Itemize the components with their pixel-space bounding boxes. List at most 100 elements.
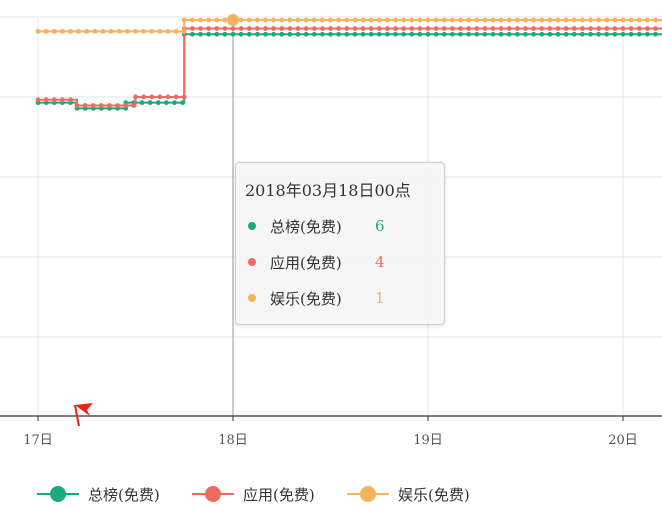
- data-point: [59, 29, 65, 34]
- flag-icon[interactable]: [73, 403, 93, 427]
- data-point: [466, 26, 472, 31]
- data-point: [604, 31, 610, 37]
- data-point: [92, 29, 98, 34]
- data-point: [319, 26, 325, 31]
- flag-cloth: [74, 403, 93, 416]
- data-point: [490, 17, 496, 23]
- legend-item[interactable]: 总榜(免费): [35, 481, 160, 507]
- data-point: [311, 26, 317, 31]
- data-point: [173, 29, 179, 34]
- data-point: [628, 26, 634, 31]
- data-point: [116, 29, 122, 34]
- data-point: [588, 26, 593, 31]
- data-point: [433, 17, 439, 23]
- data-point: [198, 26, 203, 31]
- data-point: [279, 17, 285, 23]
- data-point: [230, 26, 236, 31]
- data-point: [636, 26, 642, 31]
- data-point: [263, 26, 268, 31]
- data-point: [238, 26, 244, 31]
- data-point: [482, 31, 488, 37]
- data-point: [141, 29, 147, 34]
- data-point: [368, 17, 374, 23]
- data-point: [417, 26, 423, 31]
- data-point: [123, 103, 129, 108]
- data-point: [571, 26, 577, 31]
- data-point: [360, 26, 366, 31]
- data-point: [474, 26, 480, 31]
- data-point: [43, 97, 49, 103]
- data-point: [490, 26, 496, 31]
- data-point: [636, 17, 642, 23]
- tooltip: 2018年03月18日00点 总榜(免费) 6 应用(免费) 4 娱乐(免费) 1: [235, 162, 445, 325]
- data-point: [43, 29, 49, 34]
- series-dot-icon: [248, 294, 256, 302]
- data-point: [287, 31, 293, 37]
- series-应用(免费): [35, 26, 662, 108]
- data-point: [384, 17, 390, 23]
- data-point: [336, 31, 342, 37]
- data-point: [238, 31, 244, 37]
- data-point: [368, 26, 374, 31]
- data-point: [271, 31, 277, 37]
- data-point: [531, 26, 537, 31]
- data-point: [141, 94, 147, 100]
- data-point: [149, 29, 155, 34]
- data-point: [449, 17, 455, 23]
- data-point: [133, 94, 138, 100]
- data-point: [644, 31, 650, 37]
- data-point: [206, 26, 212, 31]
- data-point: [653, 26, 658, 31]
- data-point: [263, 31, 268, 37]
- data-point: [173, 94, 179, 100]
- data-point: [124, 29, 130, 34]
- data-point: [68, 29, 73, 34]
- data-point: [189, 17, 195, 23]
- data-point: [206, 17, 212, 23]
- data-point: [35, 97, 41, 103]
- legend-item[interactable]: 娱乐(免费): [345, 481, 470, 507]
- data-point: [181, 29, 187, 34]
- data-point: [155, 100, 161, 106]
- data-point: [59, 97, 65, 103]
- legend-line-dot-icon: [37, 486, 79, 502]
- data-point: [352, 26, 358, 31]
- data-point: [482, 26, 488, 31]
- data-point: [506, 26, 512, 31]
- data-point: [303, 17, 309, 23]
- data-point: [393, 31, 398, 37]
- data-point: [157, 29, 163, 34]
- tooltip-value: 1: [375, 289, 385, 307]
- data-point: [458, 17, 463, 23]
- legend-label: 总榜(免费): [88, 485, 160, 504]
- data-point: [149, 94, 155, 100]
- data-point: [498, 31, 504, 37]
- data-point: [588, 31, 593, 37]
- data-point: [458, 31, 463, 37]
- data-point: [352, 17, 358, 23]
- data-point: [222, 31, 228, 37]
- data-point: [620, 17, 626, 23]
- data-point: [401, 31, 407, 37]
- data-point: [107, 103, 112, 108]
- data-point: [74, 103, 80, 108]
- legend-line-dot-icon: [347, 486, 389, 502]
- data-point: [441, 17, 447, 23]
- data-point: [604, 26, 610, 31]
- data-point: [214, 17, 220, 23]
- series-layer: [35, 14, 662, 111]
- series-娱乐(免费): [35, 17, 662, 34]
- data-point: [433, 31, 439, 37]
- data-point: [336, 26, 342, 31]
- data-point: [295, 17, 301, 23]
- x-tick-label: 19日: [413, 433, 443, 448]
- data-point: [490, 31, 496, 37]
- data-point: [466, 17, 472, 23]
- data-point: [115, 103, 121, 108]
- legend-item[interactable]: 应用(免费): [190, 481, 315, 507]
- data-point: [612, 31, 618, 37]
- data-point: [474, 31, 480, 37]
- data-point: [76, 29, 82, 34]
- data-point: [90, 103, 96, 108]
- data-point: [653, 31, 658, 37]
